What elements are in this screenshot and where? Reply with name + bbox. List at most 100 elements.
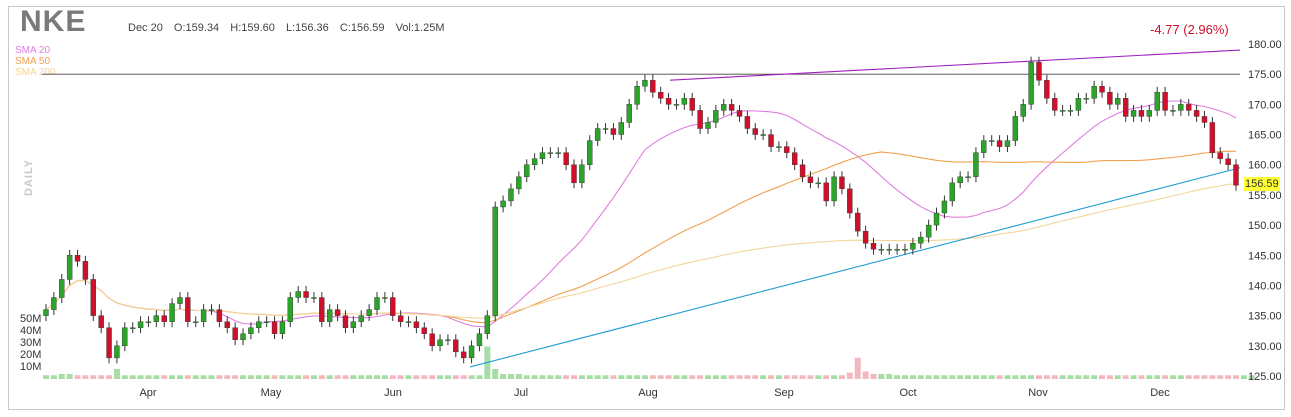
candle-down [429, 333, 435, 347]
price-tick-label: 135.00 [1248, 311, 1282, 323]
candle-down [334, 309, 341, 316]
volume-bar [571, 375, 578, 379]
sma-50-legend: SMA 50 [15, 56, 51, 67]
volume-bar [894, 375, 901, 379]
volume-bar [121, 375, 128, 379]
candle-up [1028, 61, 1034, 105]
volume-bar [145, 375, 152, 379]
candle-up [51, 297, 57, 310]
candle-down [697, 110, 703, 129]
volume-bar [50, 375, 57, 379]
candle-up [587, 140, 593, 165]
volume-bar [240, 375, 247, 379]
candle-down [855, 212, 861, 232]
volume-bar [610, 375, 617, 379]
volume-bar [941, 375, 948, 379]
date-tick-label: Aug [638, 387, 658, 399]
date-axis: Apr May Jun Jul Aug Sep Oct Nov Dec [139, 387, 1170, 399]
candles [43, 56, 1239, 364]
date-readout: Dec 20 [128, 22, 163, 34]
candle-up [531, 158, 538, 165]
candle-up [941, 200, 948, 214]
volume-tick-label: 30M [20, 337, 41, 349]
ohlc-readout: Dec 20 O:159.34 H:159.60 L:156.36 C:156.… [128, 22, 453, 34]
candle-down [768, 134, 774, 147]
candle-down [98, 315, 104, 328]
candle-up [1075, 98, 1082, 111]
date-tick-label: Sep [774, 387, 794, 399]
volume-bar [74, 375, 81, 379]
volume-bar [1067, 375, 1074, 379]
candle-down [216, 309, 223, 322]
candle-down [752, 128, 758, 135]
price-tick-label: 155.00 [1248, 190, 1282, 202]
volume-bar [303, 375, 310, 379]
moving-averages [45, 100, 1237, 328]
candle-down [791, 152, 798, 165]
candle-down [453, 339, 459, 353]
volume-bar [358, 375, 365, 379]
volume-bar [452, 375, 459, 379]
ticker-symbol: NKE [20, 5, 87, 38]
volume-bar [634, 375, 641, 379]
volume-bar [1020, 375, 1027, 379]
volume-bar [618, 375, 625, 379]
candle-down [342, 315, 349, 328]
volume-bar [1091, 375, 1098, 379]
candle-up [776, 146, 782, 148]
price-tick-label: 160.00 [1248, 160, 1282, 172]
candle-up [965, 176, 971, 179]
volume-bar [870, 374, 877, 379]
candle-down [1186, 104, 1192, 111]
volume-bar [1075, 375, 1082, 379]
volume-bar [153, 375, 160, 379]
candle-down [571, 164, 577, 184]
volume-bar [90, 375, 97, 379]
volume-bar [697, 375, 704, 379]
volume-bar [988, 375, 995, 379]
date-tick-label: Dec [1150, 387, 1170, 399]
volume-bar [106, 375, 113, 379]
volume-bar [82, 375, 89, 379]
volume-bar [547, 375, 554, 379]
candle-down [728, 104, 735, 111]
candle-up [200, 309, 207, 322]
candle-down [823, 182, 829, 202]
volume-bar [681, 375, 688, 379]
candle-up [1067, 110, 1074, 112]
candle-up [445, 339, 451, 341]
candle-up [122, 327, 128, 347]
candle-down [870, 242, 877, 250]
volume-bar [1154, 375, 1161, 379]
candle-up [602, 128, 609, 130]
candle-up [579, 164, 585, 184]
volume-bar [531, 375, 538, 379]
volume-bar [854, 357, 861, 379]
volume-bar [602, 375, 609, 379]
volume-bar [957, 375, 964, 379]
low-readout: L:156.36 [285, 22, 329, 34]
candle-down [839, 176, 845, 190]
candle-up [918, 236, 924, 244]
volume-bar [492, 369, 499, 379]
volume-bar [176, 375, 183, 379]
volume-bar [1122, 375, 1129, 379]
last-price-tag: 156.59 [1244, 177, 1280, 191]
volume-bar [972, 375, 979, 379]
volume-bar [1185, 375, 1192, 379]
candle-up [437, 339, 443, 347]
volume-bar [752, 375, 759, 379]
date-tick-label: Jun [384, 387, 402, 399]
candle-up [327, 309, 333, 322]
volume-bar [949, 375, 956, 379]
volume-bar [192, 375, 199, 379]
candle-up [468, 345, 475, 359]
volume-bar [515, 374, 522, 379]
volume-bar [1162, 375, 1169, 379]
volume-bar [129, 375, 136, 379]
volume-bar [232, 375, 239, 379]
volume-bar [1217, 375, 1224, 379]
candle-up [476, 333, 483, 347]
candle-up [988, 140, 995, 142]
volume-bar [586, 375, 593, 379]
